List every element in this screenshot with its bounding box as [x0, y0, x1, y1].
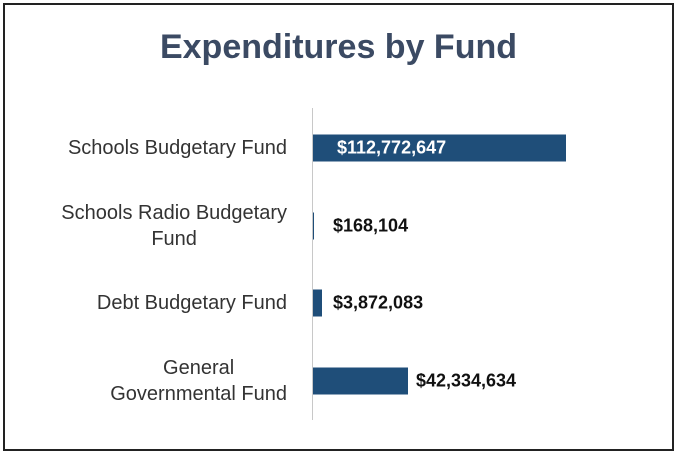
data-label: $42,334,634: [415, 370, 517, 391]
data-label: $168,104: [333, 215, 409, 236]
category-label: Debt Budgetary Fund: [96, 292, 287, 315]
category-label: Schools Radio Budgetary Fund: [61, 201, 287, 250]
chart-frame: [3, 3, 674, 451]
chart-title: Expenditures by Fund: [159, 28, 518, 66]
bar: [313, 367, 408, 395]
category-label: General Governmental Fund: [110, 357, 287, 406]
data-label: $112,772,647: [337, 137, 447, 158]
category-axis: [312, 108, 313, 420]
data-label: $3,872,083: [333, 292, 424, 313]
category-label: Schools Budgetary Fund: [67, 137, 287, 159]
bar: [313, 289, 322, 317]
bar: [313, 134, 566, 162]
